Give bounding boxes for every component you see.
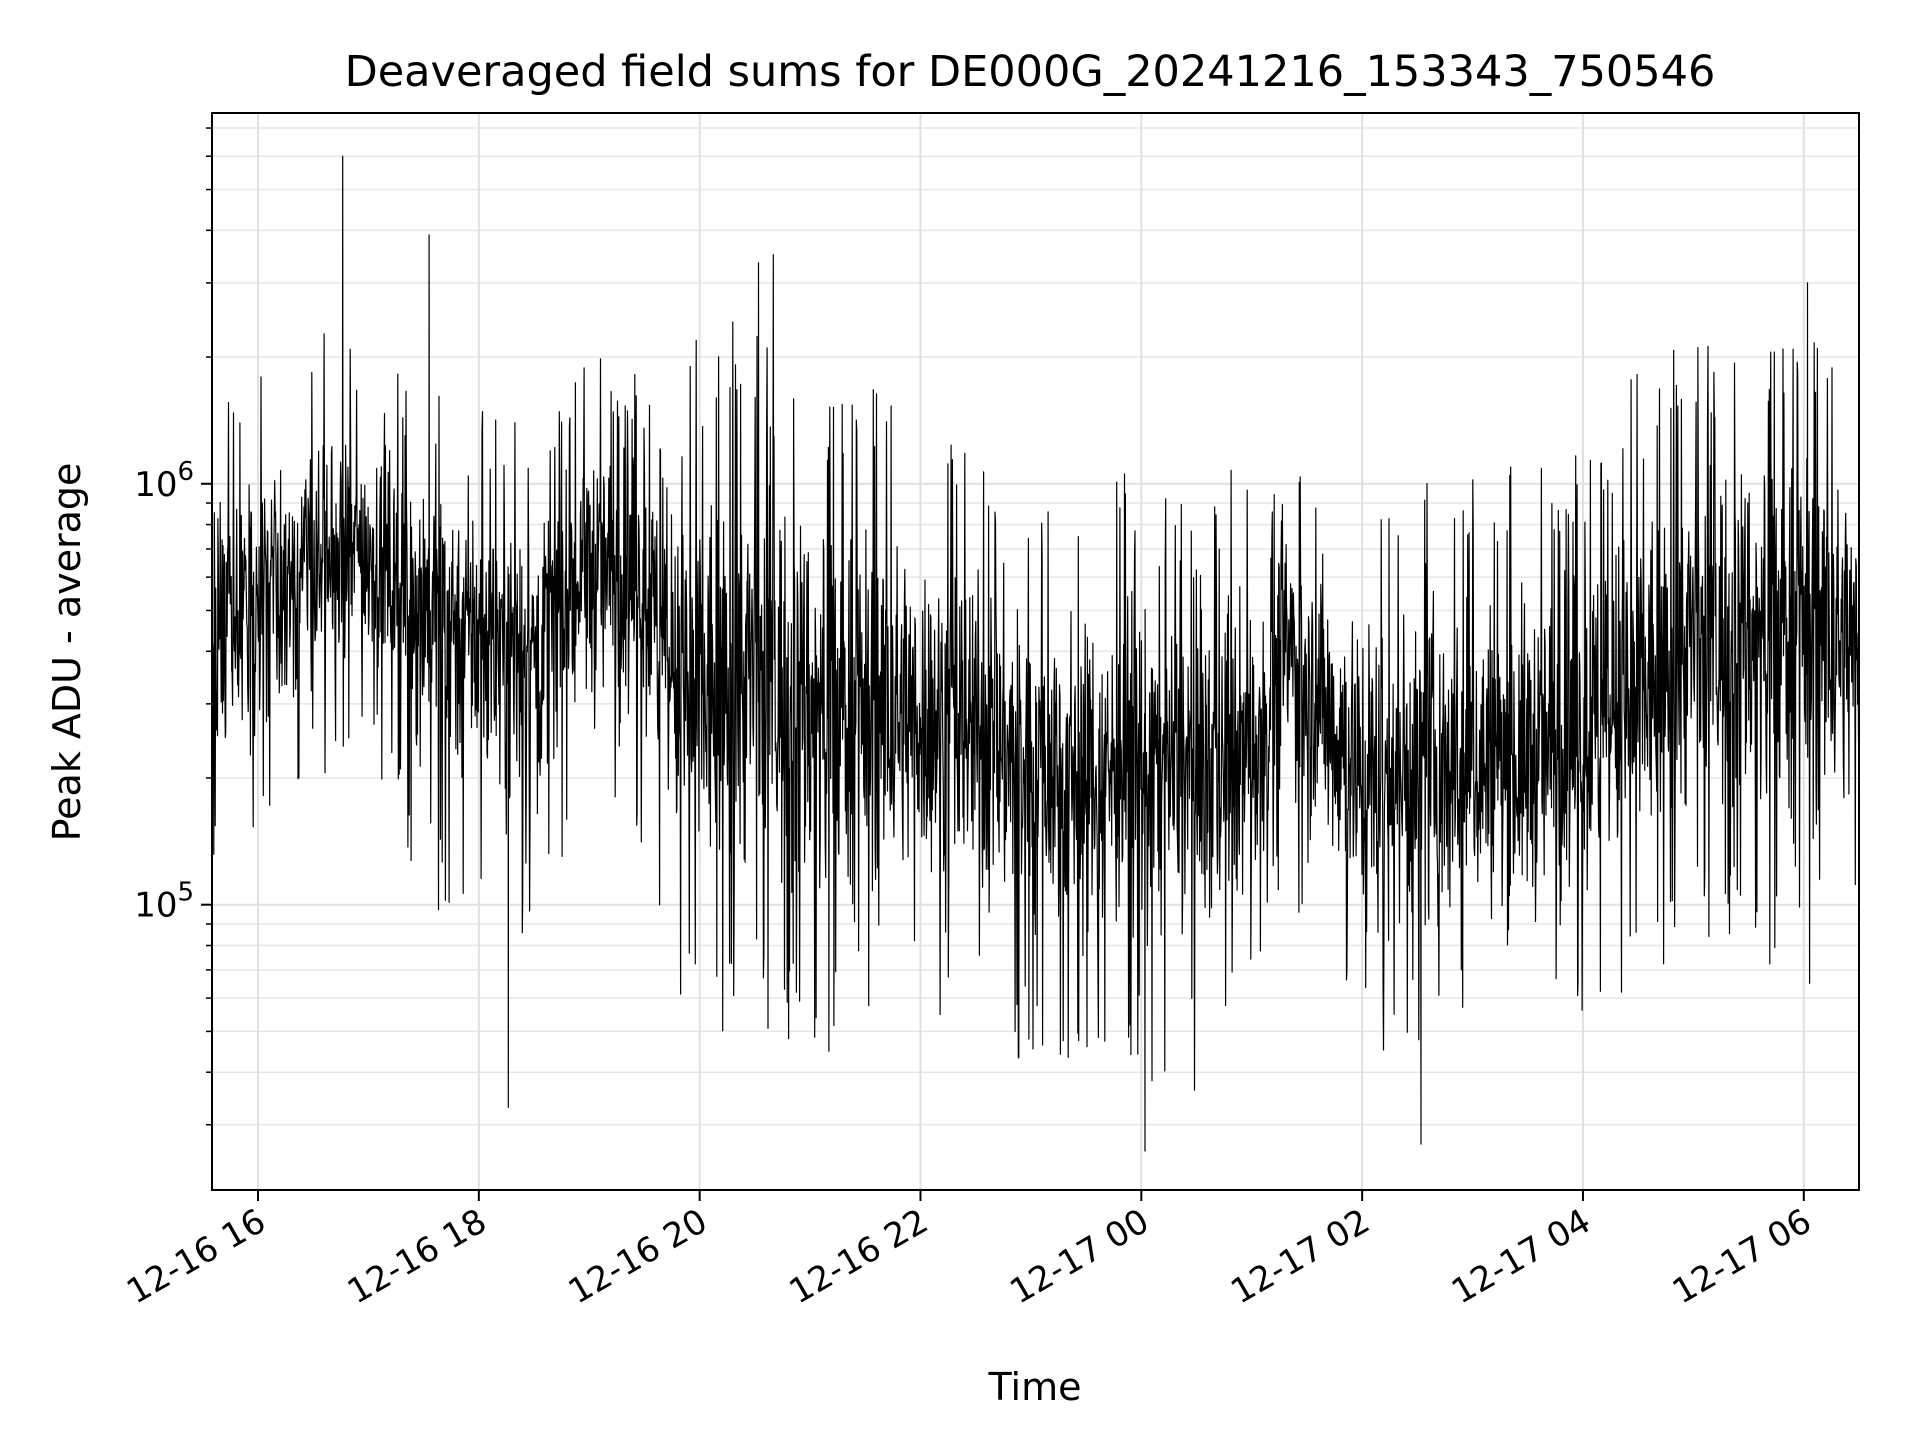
y-tick-label: 105 xyxy=(134,878,194,926)
chart-title: Deaveraged field sums for DE000G_2024121… xyxy=(345,47,1716,97)
y-axis: 105 106 xyxy=(134,127,212,1126)
series-line xyxy=(211,155,1860,1152)
y-tick-label: 106 xyxy=(134,457,194,505)
x-axis-label: Time xyxy=(988,1365,1082,1409)
series-path xyxy=(211,155,1860,1152)
y-axis-label: Peak ADU - average xyxy=(45,463,89,842)
